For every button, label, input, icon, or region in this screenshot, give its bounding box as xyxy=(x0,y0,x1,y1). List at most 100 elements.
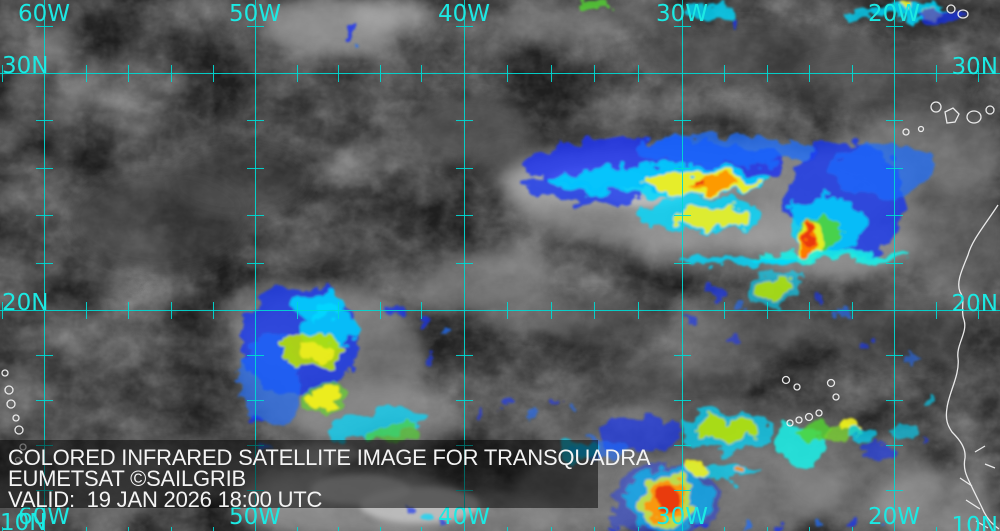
longitude-label-top: 20W xyxy=(867,1,921,27)
longitude-tick xyxy=(638,302,639,319)
longitude-tick xyxy=(724,302,725,319)
latitude-tick xyxy=(456,400,473,401)
latitude-tick xyxy=(674,355,691,356)
latitude-tick xyxy=(247,263,264,264)
longitude-tick xyxy=(551,65,552,82)
latitude-tick xyxy=(674,168,691,169)
latitude-tick xyxy=(886,445,903,446)
latitude-tick xyxy=(674,263,691,264)
longitude-tick xyxy=(852,65,853,82)
longitude-tick xyxy=(297,527,298,531)
latitude-tick xyxy=(36,215,53,216)
latitude-tick xyxy=(674,445,691,446)
longitude-tick xyxy=(213,527,214,531)
longitude-label-bottom: 40W xyxy=(437,504,491,530)
longitude-tick xyxy=(338,302,339,319)
longitude-tick xyxy=(767,65,768,82)
longitude-tick xyxy=(724,65,725,82)
latitude-tick xyxy=(886,168,903,169)
longitude-tick xyxy=(297,65,298,82)
longitude-tick xyxy=(380,302,381,319)
latitude-tick xyxy=(36,400,53,401)
longitude-line-20W xyxy=(894,0,895,531)
longitude-tick xyxy=(809,302,810,319)
latitude-tick xyxy=(456,120,473,121)
longitude-tick xyxy=(171,527,172,531)
latitude-tick xyxy=(456,355,473,356)
latitude-tick xyxy=(886,26,903,27)
longitude-tick xyxy=(594,527,595,531)
longitude-tick xyxy=(171,65,172,82)
latitude-tick xyxy=(886,263,903,264)
latitude-tick xyxy=(36,355,53,356)
longitude-label-bottom: 30W xyxy=(655,504,709,530)
longitude-tick xyxy=(2,302,3,319)
longitude-tick xyxy=(213,302,214,319)
longitude-tick xyxy=(594,302,595,319)
longitude-tick xyxy=(421,65,422,82)
longitude-tick xyxy=(936,527,937,531)
latitude-tick xyxy=(36,120,53,121)
longitude-tick xyxy=(638,527,639,531)
latitude-tick xyxy=(247,215,264,216)
longitude-tick xyxy=(380,527,381,531)
latitude-label-left: 30N xyxy=(2,53,49,79)
latitude-label-bottom-right: 10N xyxy=(951,513,998,531)
latitude-tick xyxy=(886,490,903,491)
latitude-tick xyxy=(674,215,691,216)
longitude-tick xyxy=(421,302,422,319)
latitude-tick xyxy=(247,26,264,27)
latitude-label-bottom-left: 10N xyxy=(0,510,47,531)
longitude-tick xyxy=(767,527,768,531)
longitude-label-bottom: 50W xyxy=(228,504,282,530)
latitude-label-right: 30N xyxy=(951,54,998,80)
longitude-tick xyxy=(594,65,595,82)
longitude-line-50W xyxy=(255,0,256,531)
longitude-tick xyxy=(2,65,3,82)
latitude-tick xyxy=(886,355,903,356)
longitude-tick xyxy=(978,302,979,319)
longitude-tick xyxy=(852,302,853,319)
latitude-tick xyxy=(456,263,473,264)
longitude-tick xyxy=(809,65,810,82)
caption-valid-time: VALID: 19 JAN 2026 18:00 UTC xyxy=(8,487,323,512)
longitude-tick xyxy=(809,527,810,531)
latitude-tick xyxy=(886,400,903,401)
longitude-tick xyxy=(852,527,853,531)
latitude-tick xyxy=(36,26,53,27)
longitude-tick xyxy=(213,65,214,82)
longitude-tick xyxy=(297,302,298,319)
longitude-tick xyxy=(86,527,87,531)
latitude-label-left: 20N xyxy=(2,290,49,316)
latitude-tick xyxy=(36,168,53,169)
longitude-tick xyxy=(338,65,339,82)
longitude-label-top: 50W xyxy=(228,1,282,27)
latitude-tick xyxy=(886,215,903,216)
caption-attribution: EUMETSAT ©SAILGRIB xyxy=(8,466,246,491)
longitude-tick xyxy=(128,65,129,82)
longitude-label-bottom: 20W xyxy=(867,504,921,530)
latitude-tick xyxy=(456,26,473,27)
latitude-tick xyxy=(674,120,691,121)
latitude-tick xyxy=(247,355,264,356)
longitude-tick xyxy=(507,527,508,531)
longitude-tick xyxy=(767,302,768,319)
longitude-line-60W xyxy=(44,0,45,531)
longitude-line-40W xyxy=(464,0,465,531)
longitude-label-top: 30W xyxy=(655,1,709,27)
longitude-label-top: 60W xyxy=(17,1,71,27)
latitude-tick xyxy=(886,120,903,121)
latitude-tick xyxy=(674,490,691,491)
caption-box xyxy=(0,440,598,508)
longitude-tick xyxy=(978,65,979,82)
longitude-tick xyxy=(128,302,129,319)
longitude-tick xyxy=(936,302,937,319)
longitude-tick xyxy=(551,527,552,531)
longitude-tick xyxy=(421,527,422,531)
longitude-tick xyxy=(2,527,3,531)
longitude-tick xyxy=(978,527,979,531)
latitude-tick xyxy=(674,26,691,27)
latitude-tick xyxy=(36,263,53,264)
